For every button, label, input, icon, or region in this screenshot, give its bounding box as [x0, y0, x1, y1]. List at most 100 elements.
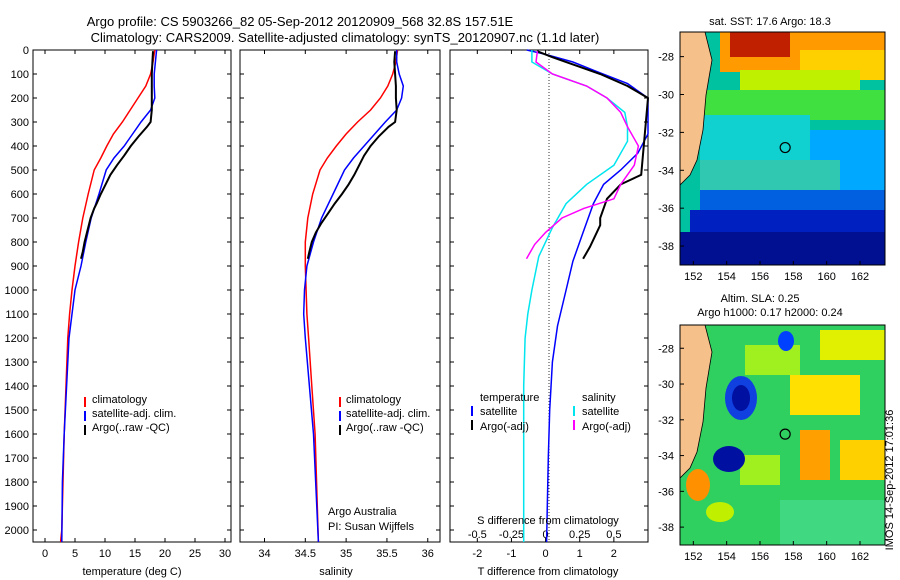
x-tick-label-0: 0 — [42, 548, 48, 560]
y-tick-label-4: 400 — [11, 141, 29, 153]
sla-field — [680, 325, 885, 545]
map-y-tick-label-4: -36 — [658, 203, 674, 215]
sst-map-title: sat. SST: 17.6 Argo: 18.3 — [709, 16, 831, 28]
difference-legend: temperature satellite Argo(-adj) salinit… — [471, 392, 631, 433]
map-y-tick-label-0: -28 — [658, 343, 674, 355]
series-line-argo-raw-qc- — [80, 51, 154, 260]
y-tick-label-11: 1100 — [5, 309, 29, 321]
s-tick-label-1: -0.25 — [499, 529, 524, 541]
map-y-tick-label-5: -38 — [658, 241, 674, 253]
map-y-tick-label-1: -30 — [658, 90, 674, 102]
x-tick-label-4: 2 — [611, 548, 617, 560]
y-tick-label-3: 300 — [11, 117, 29, 129]
annotation-argo-australia: Argo Australia — [328, 506, 397, 518]
y-tick-label-19: 1900 — [5, 501, 29, 513]
map-x-tick-label-0: 152 — [684, 271, 702, 283]
y-tick-label-17: 1700 — [5, 453, 29, 465]
temperature-panel: 0 5 10 15 20 25 300100200300400500600700800900… — [5, 45, 232, 578]
map-y-tick-label-2: -32 — [658, 415, 674, 427]
legend-argo: Argo(..raw -QC) — [346, 422, 424, 434]
series-line-climatology — [304, 49, 399, 543]
sla-map-title-1: Altim. SLA: 0.25 — [721, 293, 800, 305]
salinity-axes-frame — [239, 49, 441, 543]
x-tick-label-3: 35.5 — [376, 548, 397, 560]
s-tick-label-0: -0.5 — [468, 529, 487, 541]
map-x-tick-label-5: 162 — [851, 271, 869, 283]
salinity-legend: climatology satellite-adj. clim. Argo(..… — [339, 394, 430, 435]
argo-location-marker — [779, 141, 791, 154]
y-tick-label-8: 800 — [11, 237, 29, 249]
coastline-land — [679, 31, 713, 186]
y-tick-label-16: 1600 — [5, 429, 29, 441]
y-tick-label-15: 1500 — [5, 405, 29, 417]
map-x-tick-label-3: 158 — [784, 551, 802, 563]
sla-map-frame — [679, 324, 886, 546]
legend-argo: Argo(..raw -QC) — [92, 422, 170, 434]
legend-sal-argo: Argo(-adj) — [582, 421, 631, 433]
map-y-tick-label-3: -34 — [658, 451, 674, 463]
map-y-tick-label-1: -30 — [658, 379, 674, 391]
x-tick-label-2: 10 — [99, 548, 111, 560]
legend-temp-argo: Argo(-adj) — [480, 421, 529, 433]
x-tick-label-0: 34 — [258, 548, 270, 560]
map-y-tick-label-2: -32 — [658, 127, 674, 139]
sla-map: Altim. SLA: 0.25 Argo h1000: 0.17 h2000:… — [658, 293, 886, 563]
x-tick-label-4: 20 — [159, 548, 171, 560]
s-tick-label-4: 0.5 — [606, 529, 621, 541]
sst-field — [680, 32, 885, 265]
sst-map-frame — [679, 31, 886, 266]
s-tick-label-3: 0.25 — [569, 529, 590, 541]
legend-temp-satellite: satellite — [480, 406, 517, 418]
x-tick-label-1: 34.5 — [295, 548, 316, 560]
map-x-tick-label-5: 162 — [851, 551, 869, 563]
map-x-tick-label-3: 158 — [784, 271, 802, 283]
map-y-tick-label-5: -38 — [658, 522, 674, 534]
y-tick-label-13: 1300 — [5, 357, 29, 369]
x-tick-label-0: -2 — [472, 548, 482, 560]
map-x-tick-label-4: 160 — [817, 551, 835, 563]
series-line-salinity-argo-adj- — [525, 51, 640, 260]
y-tick-label-9: 900 — [11, 261, 29, 273]
figure-title-line1: Argo profile: CS 5903266_82 05-Sep-2012 … — [87, 14, 514, 29]
y-tick-label-18: 1800 — [5, 477, 29, 489]
map-x-tick-label-1: 154 — [717, 271, 735, 283]
temperature-legend: climatology satellite-adj. clim. Argo(..… — [84, 394, 176, 435]
legend-temperature-heading: temperature — [480, 392, 539, 404]
x-tick-label-2: 0 — [543, 548, 549, 560]
argo-location-marker — [779, 428, 791, 440]
temperature-xlabel: temperature (deg C) — [82, 566, 181, 578]
sst-map: sat. SST: 17.6 Argo: 18.3 152 154 156 158 16… — [658, 16, 886, 283]
series-line-argo-raw-qc- — [306, 51, 398, 260]
x-tick-label-6: 30 — [219, 548, 231, 560]
legend-satellite-adj: satellite-adj. clim. — [92, 408, 176, 420]
sla-map-title-2: Argo h1000: 0.17 h2000: 0.24 — [697, 307, 843, 319]
map-y-tick-label-4: -36 — [658, 486, 674, 498]
y-tick-label-2: 200 — [11, 93, 29, 105]
x-tick-label-4: 36 — [422, 548, 434, 560]
salinity-panel: 34 34.5 35 35.5 36 salinity climatology sate… — [239, 49, 441, 578]
difference-panel: -2 -1 0 1 2 -0.5 -0.25 0 0.25 0.5 T difference fr… — [449, 49, 650, 578]
series-line-satellite-adj-clim- — [302, 50, 405, 543]
x-tick-label-1: 5 — [72, 548, 78, 560]
t-difference-xlabel: T difference from climatology — [478, 566, 619, 578]
series-line-temperature-argo-adj- — [536, 50, 650, 260]
legend-salinity-heading: salinity — [582, 392, 616, 404]
x-tick-label-1: -1 — [507, 548, 517, 560]
y-tick-label-1: 100 — [11, 69, 29, 81]
map-x-tick-label-2: 156 — [751, 271, 769, 283]
map-y-tick-label-0: -28 — [658, 52, 674, 64]
y-tick-label-7: 700 — [11, 213, 29, 225]
x-tick-label-3: 1 — [577, 548, 583, 560]
timestamp-stamp: IMOS 14-Sep-2012 17:01:36 — [884, 410, 896, 551]
annotation-pi: PI: Susan Wijffels — [328, 521, 414, 533]
coastline-land — [679, 324, 713, 479]
figure-title-line2: Climatology: CARS2009. Satellite-adjuste… — [91, 30, 600, 45]
legend-climatology: climatology — [92, 394, 148, 406]
map-x-tick-label-1: 154 — [717, 551, 735, 563]
series-line-temperature-satellite — [526, 49, 649, 543]
y-tick-label-12: 1200 — [5, 333, 29, 345]
x-tick-label-5: 25 — [189, 548, 201, 560]
map-x-tick-label-0: 152 — [684, 551, 702, 563]
y-tick-label-6: 600 — [11, 189, 29, 201]
